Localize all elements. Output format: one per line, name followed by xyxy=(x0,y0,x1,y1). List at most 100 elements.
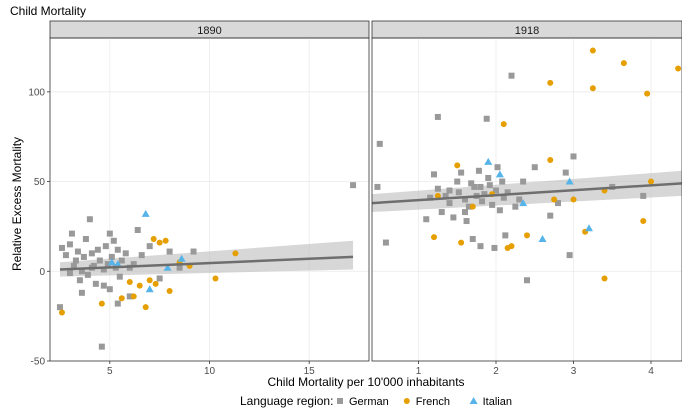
point-italian xyxy=(484,157,493,165)
point-french xyxy=(458,239,465,246)
y-tick-label: 50 xyxy=(34,177,46,188)
point-german xyxy=(176,264,183,271)
point-german xyxy=(566,252,573,259)
point-german xyxy=(423,216,430,223)
point-german xyxy=(108,253,115,260)
point-german xyxy=(122,250,129,257)
point-german xyxy=(86,216,93,223)
point-french xyxy=(551,196,558,203)
point-german xyxy=(454,178,461,185)
point-german xyxy=(76,277,83,284)
point-german xyxy=(376,140,383,147)
point-french xyxy=(431,234,437,241)
point-german xyxy=(56,304,63,311)
legend-entry-french: French xyxy=(416,396,450,408)
point-german xyxy=(468,180,475,187)
point-german xyxy=(156,275,163,282)
point-german xyxy=(455,189,462,196)
legend-key-german xyxy=(337,398,343,404)
panel-border xyxy=(371,37,682,362)
point-italian xyxy=(565,177,574,185)
point-german xyxy=(104,261,111,268)
point-german xyxy=(374,183,381,190)
point-german xyxy=(493,187,499,194)
point-german xyxy=(491,244,498,251)
point-german xyxy=(96,257,103,264)
point-french xyxy=(142,304,149,311)
point-german xyxy=(462,196,468,203)
point-french xyxy=(126,279,133,286)
point-french xyxy=(232,250,239,257)
point-german xyxy=(74,248,81,255)
point-german xyxy=(98,343,105,350)
point-german xyxy=(82,235,89,242)
point-german xyxy=(446,187,453,194)
point-italian xyxy=(107,258,116,266)
point-german xyxy=(442,192,449,199)
point-german xyxy=(570,153,577,160)
legend-title: Language region: xyxy=(240,394,333,408)
x-tick-label: 15 xyxy=(304,366,316,377)
point-italian xyxy=(538,234,547,242)
point-french xyxy=(524,232,530,239)
point-french xyxy=(150,235,157,242)
point-german xyxy=(72,257,79,264)
point-french xyxy=(118,295,125,302)
point-french xyxy=(500,121,507,128)
point-french xyxy=(130,293,137,300)
point-german xyxy=(496,207,503,214)
point-french xyxy=(146,277,153,284)
point-german xyxy=(502,232,509,239)
point-french xyxy=(152,280,159,287)
point-italian xyxy=(141,209,150,217)
x-tick-label: 4 xyxy=(648,366,654,377)
point-german xyxy=(562,169,569,176)
point-german xyxy=(477,183,484,190)
point-german xyxy=(555,200,561,207)
point-german xyxy=(94,246,101,253)
point-german xyxy=(100,282,107,289)
point-italian xyxy=(519,199,528,207)
point-french xyxy=(640,218,647,225)
point-german xyxy=(78,289,85,296)
point-german xyxy=(512,203,519,210)
point-german xyxy=(434,113,441,120)
point-italian xyxy=(177,254,186,262)
point-german xyxy=(462,209,468,216)
point-french xyxy=(136,282,143,289)
point-german xyxy=(494,164,501,171)
point-german xyxy=(146,243,153,250)
point-german xyxy=(640,192,647,199)
point-french xyxy=(589,85,596,92)
y-axis-label: Relative Excess Mortality xyxy=(10,137,24,271)
point-german xyxy=(481,191,488,198)
point-french xyxy=(508,243,515,250)
point-german xyxy=(516,196,523,203)
point-german xyxy=(350,182,357,189)
point-german xyxy=(102,243,109,250)
point-french xyxy=(589,47,596,54)
point-german xyxy=(431,171,437,178)
legend-key-italian xyxy=(469,397,478,404)
point-german xyxy=(483,115,490,122)
point-german xyxy=(504,189,511,196)
point-french xyxy=(166,288,173,295)
facet-strip-label: 1890 xyxy=(197,25,221,37)
point-german xyxy=(138,252,145,259)
point-german xyxy=(126,293,133,300)
point-german xyxy=(547,212,554,219)
point-german xyxy=(106,230,113,237)
point-german xyxy=(116,273,123,280)
y-tick-label: -50 xyxy=(31,357,46,368)
point-german xyxy=(500,194,507,201)
point-german xyxy=(78,268,85,275)
point-german xyxy=(88,250,95,257)
point-french xyxy=(162,237,169,244)
point-french xyxy=(547,157,554,164)
point-german xyxy=(114,246,121,253)
point-french xyxy=(644,90,651,97)
point-german xyxy=(531,164,538,171)
point-french xyxy=(675,65,682,72)
point-italian xyxy=(495,170,504,178)
